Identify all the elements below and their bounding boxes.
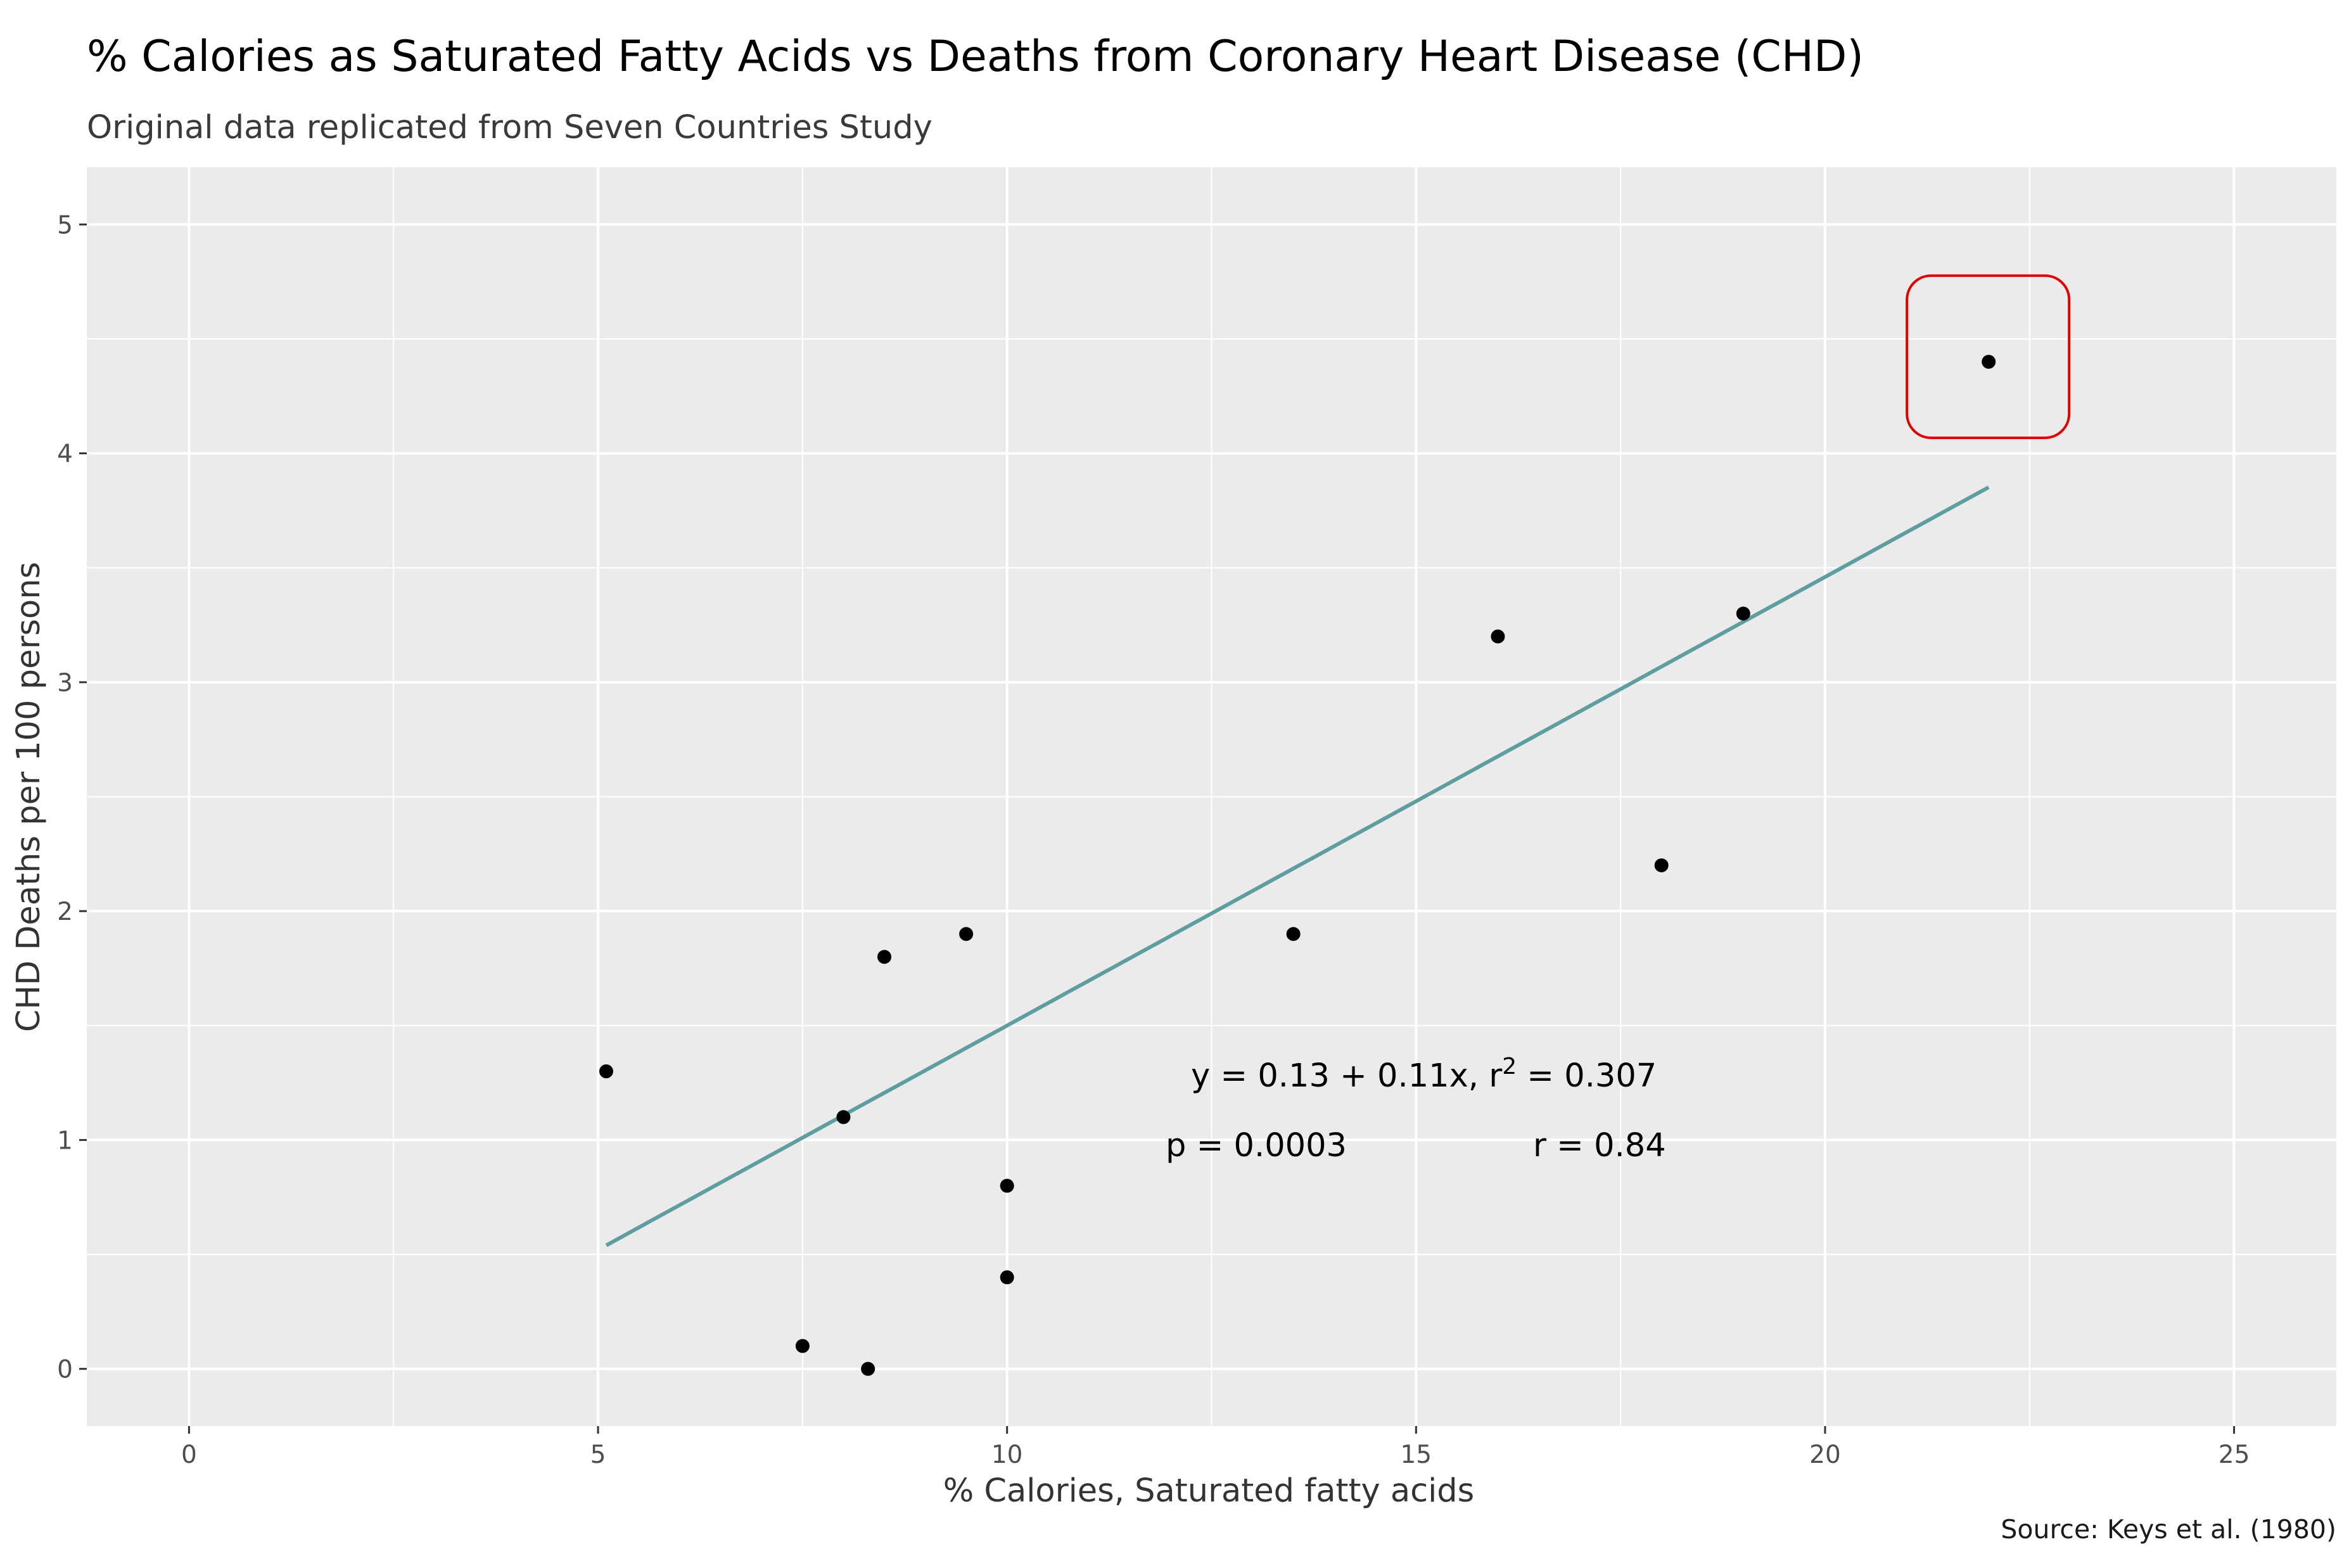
regression-equation: y = 0.13 + 0.11x, r2 = 0.307 <box>1191 1054 1657 1095</box>
chart-subtitle: Original data replicated from Seven Coun… <box>87 109 933 146</box>
data-point <box>1286 927 1301 941</box>
data-point <box>599 1064 613 1079</box>
y-tick-label: 3 <box>57 669 73 698</box>
y-tick-label: 5 <box>57 211 73 239</box>
axis-ticks <box>79 223 2236 1434</box>
data-point <box>1000 1270 1014 1285</box>
x-tick-label: 5 <box>590 1441 606 1469</box>
y-tick-label: 1 <box>57 1126 73 1155</box>
axis-tick-labels: 0 5 10 15 20 25 0 1 2 3 4 5 <box>57 211 2250 1469</box>
data-point <box>861 1361 875 1376</box>
r-value-label: r = 0.84 <box>1533 1127 1666 1164</box>
y-tick-label: 0 <box>57 1356 73 1384</box>
x-tick-label: 15 <box>1400 1441 1432 1469</box>
equation-prefix: y = 0.13 + 0.11x, r <box>1191 1057 1502 1095</box>
equation-suffix: = 0.307 <box>1517 1057 1657 1095</box>
data-point <box>836 1110 851 1125</box>
data-point <box>1736 606 1750 621</box>
grid-major <box>87 167 2336 1426</box>
regression-line <box>605 485 1990 1247</box>
x-tick-label: 25 <box>2218 1441 2250 1469</box>
x-tick-label: 20 <box>1809 1441 1841 1469</box>
data-point <box>877 950 891 964</box>
data-point <box>795 1339 810 1353</box>
x-tick-label: 0 <box>181 1441 197 1469</box>
data-points <box>599 355 1996 1376</box>
data-point <box>1654 858 1669 872</box>
highlight-box <box>1906 274 2071 440</box>
x-tick-label: 10 <box>991 1441 1023 1469</box>
y-tick-label: 4 <box>57 440 73 469</box>
data-point <box>1491 629 1505 644</box>
data-point <box>1982 355 1996 369</box>
y-tick-label: 2 <box>57 898 73 926</box>
x-axis-title: % Calories, Saturated fatty acids <box>943 1472 1475 1510</box>
p-value-label: p = 0.0003 <box>1166 1127 1347 1164</box>
grid-minor <box>87 167 2336 1426</box>
y-axis-title: CHD Deaths per 100 persons <box>10 562 48 1032</box>
equation-superscript: 2 <box>1502 1054 1517 1080</box>
data-point <box>959 927 974 941</box>
source-caption: Source: Keys et al. (1980) <box>2001 1514 2336 1545</box>
data-point <box>1000 1178 1014 1193</box>
chart-title: % Calories as Saturated Fatty Acids vs D… <box>87 32 1864 82</box>
